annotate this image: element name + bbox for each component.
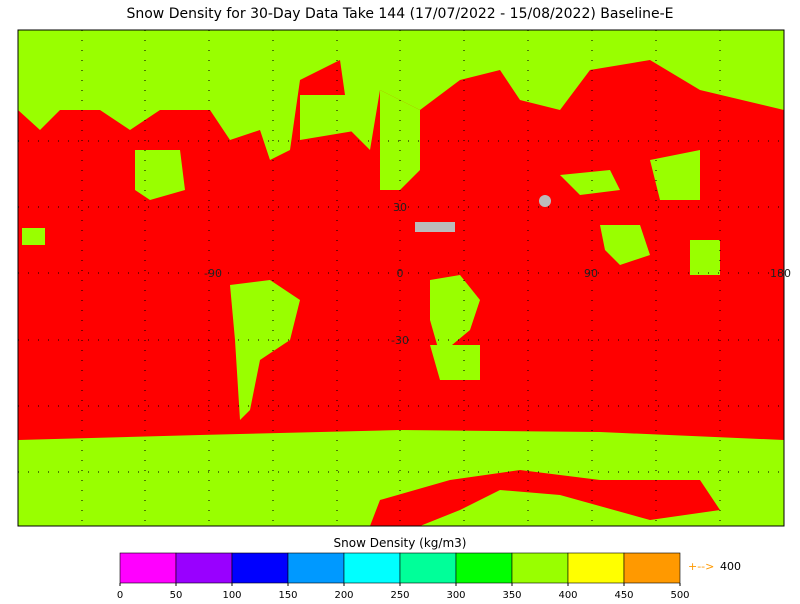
- color-segment: [119, 552, 177, 584]
- colorbar-tick-label: 500: [670, 590, 689, 600]
- color-segment: [287, 552, 345, 584]
- color-segment: [175, 552, 233, 584]
- red-region: [370, 470, 720, 526]
- lat-label: -30: [391, 334, 409, 347]
- no-data-region: [539, 195, 551, 207]
- color-segment: [399, 552, 457, 584]
- colorbar-tick-label: 400: [558, 590, 577, 600]
- map: 30 -30 -90 0 90 180: [17, 29, 791, 527]
- colorbar-tick-label: 50: [170, 590, 183, 600]
- colorbar-tick-label: 250: [390, 590, 409, 600]
- lon-label: 180: [770, 267, 791, 280]
- lat-label: 30: [393, 201, 407, 214]
- no-data-region: [415, 222, 455, 232]
- colorbar-tick-label: 0: [117, 590, 123, 600]
- overflow-value: 400: [720, 560, 741, 573]
- colorbar-tick-label: 450: [614, 590, 633, 600]
- colorbar-tick-label: 100: [222, 590, 241, 600]
- lon-label: -90: [204, 267, 222, 280]
- color-segment: [511, 552, 569, 584]
- lon-label: 90: [584, 267, 598, 280]
- colorbar-tick-label: 300: [446, 590, 465, 600]
- title: Snow Density for 30-Day Data Take 144 (1…: [126, 6, 673, 22]
- color-segment: [567, 552, 625, 584]
- colorbar-tick-label: 150: [278, 590, 297, 600]
- colorbar-tick-label: 200: [334, 590, 353, 600]
- colorbar: Snow Density (kg/m3) +--> 400 0 50 100 150 2…: [117, 536, 741, 601]
- lon-label: 0: [397, 267, 404, 280]
- color-segment: [343, 552, 401, 584]
- color-segment: [455, 552, 513, 584]
- map-frame: [17, 29, 785, 527]
- overflow-arrow: +-->: [688, 560, 714, 573]
- color-segment: [231, 552, 289, 584]
- color-segment: [623, 552, 681, 584]
- colorbar-title: Snow Density (kg/m3): [334, 536, 467, 550]
- colorbar-tick-label: 350: [502, 590, 521, 600]
